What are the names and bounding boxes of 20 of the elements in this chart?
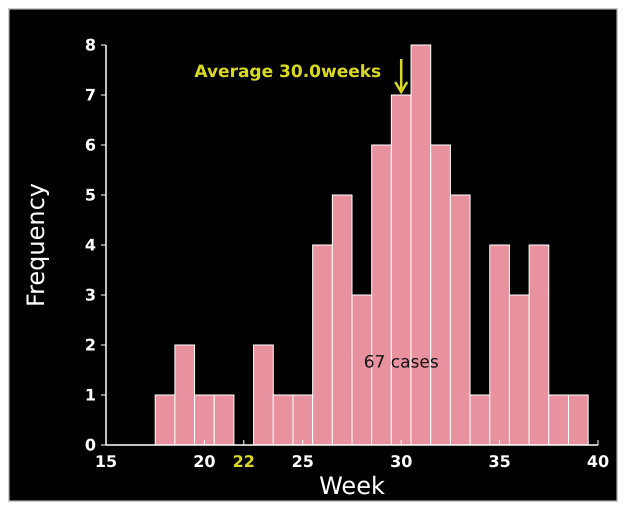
y-tick-label: 8	[84, 36, 96, 55]
y-tick-label: 2	[84, 336, 96, 355]
x-tick-label: 20	[193, 452, 216, 471]
x-axis-title: Week	[319, 472, 385, 500]
x-tick-label: 22	[232, 452, 255, 471]
annotation: Average 30.0weeks	[194, 62, 382, 82]
y-tick-label: 5	[84, 186, 96, 205]
x-tick-label: 25	[292, 452, 314, 471]
y-tick-label: 3	[84, 286, 96, 305]
y-tick-label: 6	[84, 136, 96, 155]
x-tick-label: 35	[488, 452, 511, 471]
x-tick-label: 15	[94, 452, 118, 471]
y-tick-label: 1	[84, 386, 96, 405]
y-tick-label: 4	[84, 236, 96, 255]
x-tick-label: 30	[390, 452, 412, 471]
annotation: 67 cases	[364, 352, 439, 372]
x-tick-label: 40	[586, 452, 610, 471]
y-tick-label: 0	[84, 436, 96, 455]
y-axis-title: Frequency	[22, 183, 50, 307]
y-tick-label: 7	[84, 86, 96, 105]
